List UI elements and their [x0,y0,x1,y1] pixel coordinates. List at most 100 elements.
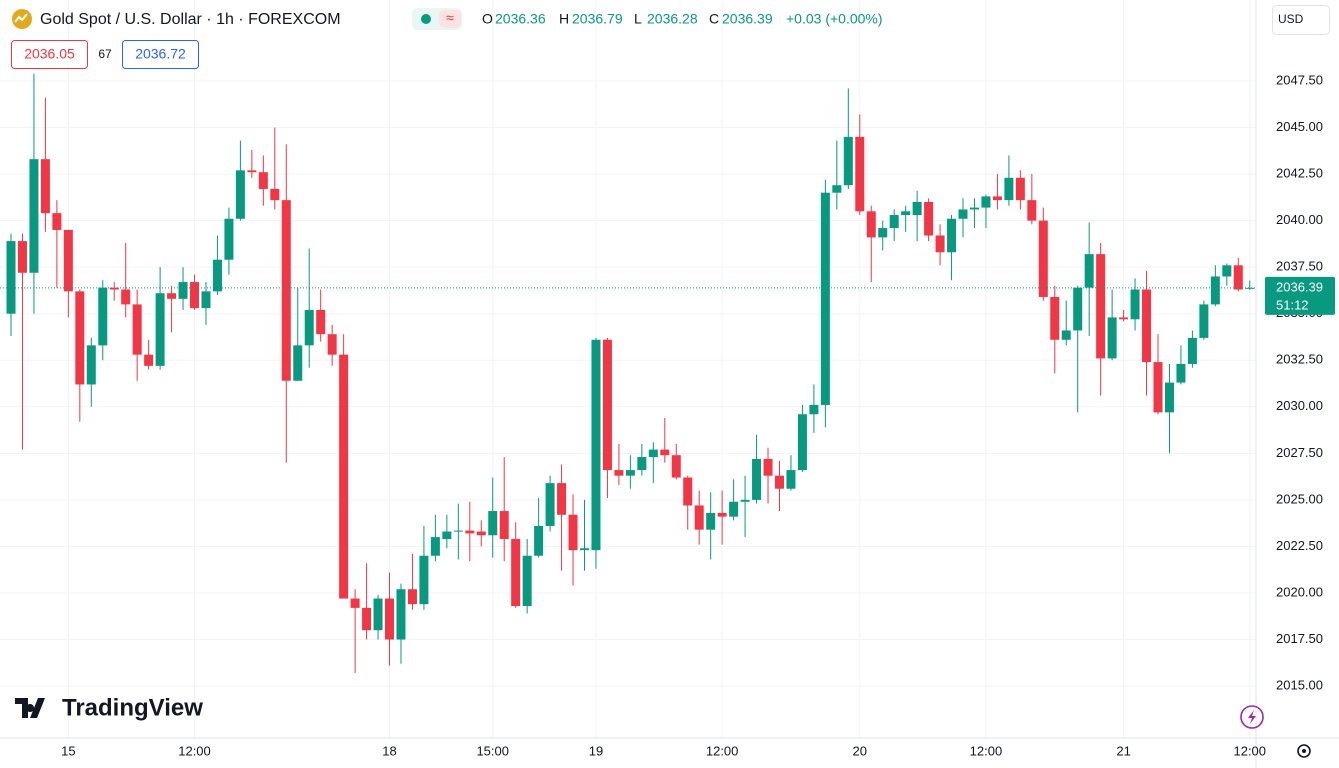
candle-body [258,172,268,189]
ask: 2036.72 [135,46,186,62]
candle-body [155,293,165,366]
candle-body [1119,317,1129,320]
candle-body [820,192,830,405]
y-tick-label: 2032.50 [1276,352,1323,367]
candle-body [373,598,383,631]
bid-box[interactable] [11,40,88,69]
candle-body [293,345,303,381]
candle-body [144,354,154,366]
y-tick-label: 2045.00 [1276,119,1323,134]
candle-body [1107,317,1117,359]
candle-body [969,207,979,210]
y-tick-label: 2015.00 [1276,677,1323,692]
candle-body [1096,254,1106,359]
ohlc-label: O [482,11,493,27]
candle-body [476,531,486,536]
x-tick-label: 12:00 [178,743,211,758]
y-tick-label: 2030.00 [1276,398,1323,413]
candle-body [889,215,899,229]
candle-body [1084,254,1094,288]
candle-body [534,525,544,556]
currency-button[interactable] [1272,5,1330,35]
candle-body [212,259,222,292]
x-tick-label: 21 [1116,743,1130,758]
x-tick-label: 20 [853,743,867,758]
candle-body [6,241,16,314]
candle-body [1199,304,1209,338]
currency: USD [1278,12,1304,26]
candle-body [40,159,50,214]
symbol-icon-mark [14,13,28,23]
candle-body [316,309,326,335]
ohlc-label: C [709,11,719,27]
ohlc-label: L [634,11,642,27]
candle-body [430,537,440,556]
axes: 2015.00 2017.50 2020.00 2022.50 2025.00 2027.… [61,72,1335,758]
candle-body [52,213,62,230]
candle-body [1073,287,1083,331]
candle-body [407,589,417,605]
settings-icon[interactable] [1297,744,1311,758]
y-tick-label: 2040.00 [1276,212,1323,227]
candle-body [1142,289,1152,363]
candle-body [602,339,612,471]
ask-box[interactable] [122,40,199,69]
ohlc-value: 2036.79 [572,11,623,27]
candle-body [75,291,85,385]
candle-body [947,218,957,253]
y-tick-label: 2027.50 [1276,445,1323,460]
delayed-icon: ≈ [446,10,454,26]
bid: 2036.05 [24,46,75,62]
countdown: 51:12 [1276,297,1309,312]
candle-body [488,511,498,536]
candle-body [912,202,922,216]
candle-body [568,514,578,551]
candle-body [774,475,784,489]
candle-body [958,209,968,219]
settings-icon-center [1302,749,1306,753]
candle-body [1222,265,1232,277]
y-tick-label: 2025.00 [1276,491,1323,506]
candle-body [1015,177,1025,201]
time-axis-bg [0,738,1256,768]
candle-body [465,530,475,534]
candle-body [132,304,142,355]
logo-text: TradingView [62,694,203,721]
candle-body [901,211,911,216]
candle-body [247,170,257,173]
candle-body [442,531,452,539]
candle-body [855,136,865,212]
ohlc-value: 2036.39 [722,11,773,27]
candle-body [327,334,337,355]
last-price-tag [1265,276,1335,315]
y-tick-label: 2047.50 [1276,72,1323,87]
candle-body [843,136,853,186]
price-axis-bg [1256,0,1339,768]
x-tick-label: 12:00 [1233,743,1266,758]
candle-body [396,589,406,640]
candle-body [1050,296,1060,340]
candle-body [178,282,188,299]
candle-body [1210,276,1220,305]
candle-body [752,458,762,500]
candle-body [809,404,819,415]
candle-body [832,185,842,193]
candle-body [729,501,739,517]
candle-body [648,449,658,458]
candle-body [167,293,177,299]
plot-area [0,0,1256,738]
candle-body [121,289,131,305]
change: +0.03 (+0.00%) [786,11,883,27]
candle-body [63,229,73,292]
delayed-badge[interactable] [439,10,461,28]
candle-body [740,499,750,502]
x-tick-label: 15:00 [476,743,509,758]
y-tick-label: 2017.50 [1276,631,1323,646]
y-tick-label: 2020.00 [1276,584,1323,599]
candle-body [522,555,532,607]
alert-icon[interactable] [1240,705,1264,729]
logo-mark [15,698,45,718]
candle-body [557,483,567,515]
candle-body [1176,363,1186,383]
